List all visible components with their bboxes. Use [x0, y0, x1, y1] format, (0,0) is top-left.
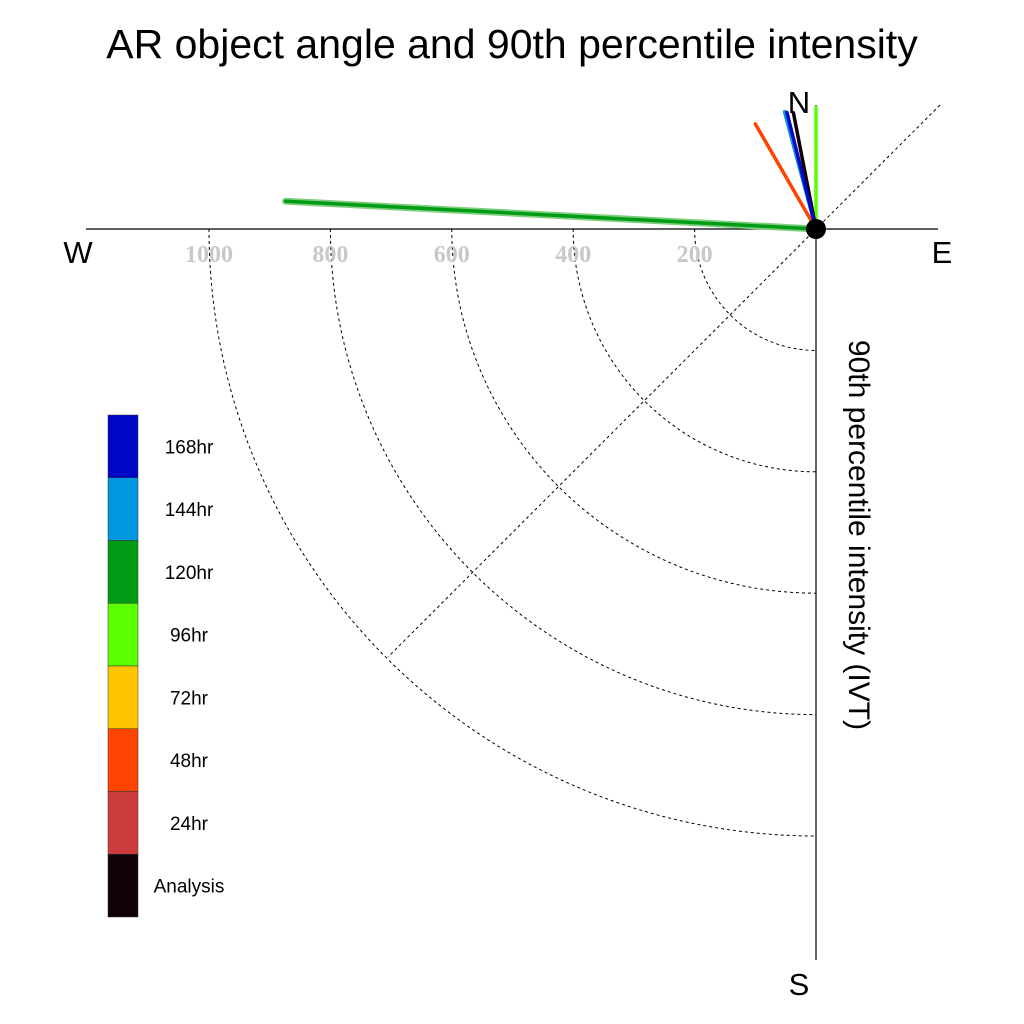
- legend-label: 24hr: [170, 814, 209, 835]
- radial-tick-label: 1000: [185, 242, 233, 268]
- direction-east: E: [932, 235, 953, 270]
- direction-north: N: [788, 85, 810, 120]
- range-ring: [329, 228, 817, 716]
- legend-swatch: [107, 665, 139, 729]
- series-layer: [282, 105, 820, 233]
- legend-swatch: [107, 414, 139, 478]
- legend-swatch: [107, 791, 139, 855]
- series-line: [283, 199, 818, 231]
- legend-label: Analysis: [154, 877, 225, 898]
- direction-west: W: [63, 235, 93, 270]
- radial-tick-label: 600: [434, 242, 470, 268]
- legend: 168hr 144hr 120hr 96hr 72hr 48hr 24hr Analysis: [107, 414, 225, 918]
- diagonal-gridline: [387, 104, 941, 658]
- legend-label: 48hr: [170, 751, 209, 772]
- chart-title: AR object angle and 90th percentile inte…: [106, 21, 918, 67]
- legend-label: 72hr: [170, 688, 209, 709]
- legend-label: 96hr: [170, 626, 209, 647]
- series-line: [785, 110, 818, 231]
- range-ring: [451, 228, 817, 594]
- radial-tick-label: 800: [312, 242, 348, 268]
- legend-swatch: [107, 477, 139, 541]
- range-ring: [572, 228, 817, 473]
- range-ring: [208, 228, 817, 837]
- radial-axis-label: 90th percentile intensity (IVT): [842, 340, 875, 730]
- legend-label: 168hr: [165, 437, 214, 458]
- radial-tick-label: 400: [555, 242, 591, 268]
- legend-label: 144hr: [165, 500, 214, 521]
- origin-marker: [806, 219, 826, 239]
- legend-swatch: [107, 854, 139, 918]
- legend-swatch: [107, 540, 139, 604]
- legend-swatch: [107, 603, 139, 667]
- legend-label: 120hr: [165, 563, 214, 584]
- radial-tick-labels: 200 400 600 800 1000: [185, 242, 713, 268]
- series-line: [753, 122, 818, 231]
- direction-south: S: [789, 967, 810, 1002]
- range-ring: [694, 228, 817, 351]
- legend-swatch: [107, 728, 139, 792]
- radial-tick-label: 200: [677, 242, 713, 268]
